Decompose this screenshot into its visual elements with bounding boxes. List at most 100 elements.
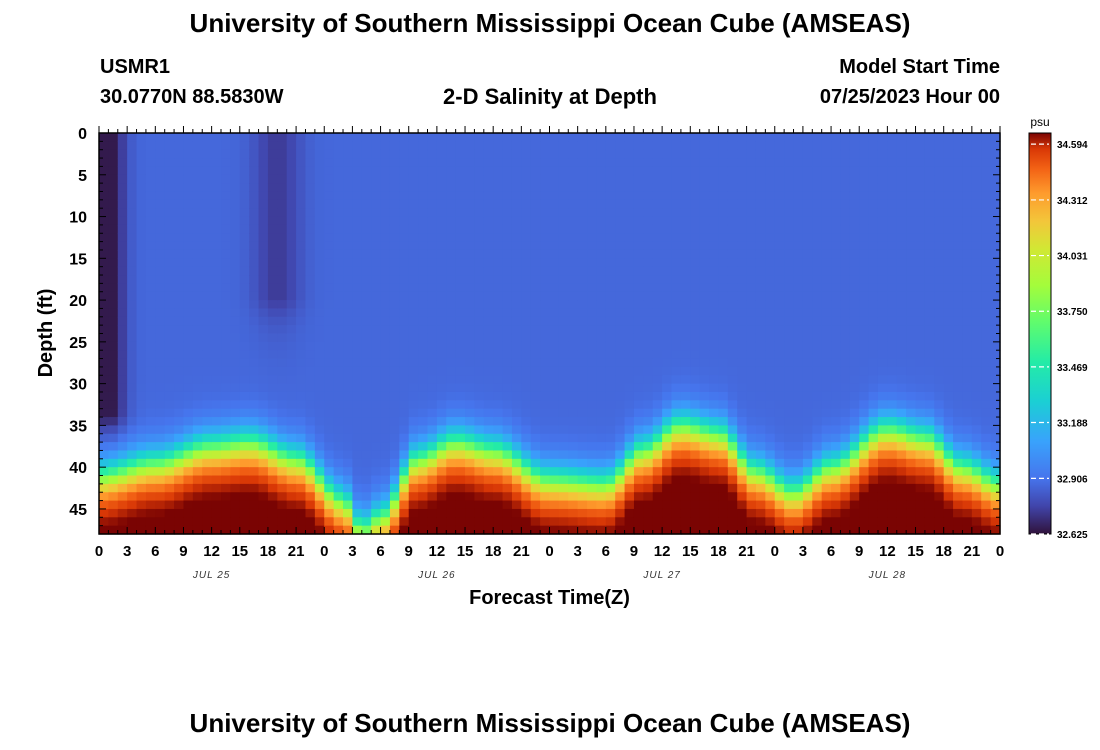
heatmap-cell bbox=[474, 275, 485, 284]
heatmap-cell bbox=[737, 316, 748, 326]
heatmap-cell bbox=[821, 475, 832, 485]
heatmap-cell bbox=[99, 316, 109, 326]
heatmap-cell bbox=[286, 500, 297, 510]
heatmap-cell bbox=[718, 417, 729, 426]
heatmap-cell bbox=[962, 500, 973, 510]
heatmap-cell bbox=[277, 341, 288, 351]
heatmap-cell bbox=[624, 400, 635, 410]
heatmap-cell bbox=[615, 149, 626, 159]
heatmap-cell bbox=[239, 475, 250, 485]
heatmap-cell bbox=[680, 249, 691, 259]
heatmap-cell bbox=[774, 475, 785, 485]
heatmap-cell bbox=[380, 400, 391, 410]
heatmap-cell bbox=[784, 283, 795, 293]
heatmap-cell bbox=[127, 483, 138, 493]
heatmap-cell bbox=[267, 258, 278, 268]
heatmap-cell bbox=[577, 199, 588, 209]
heatmap-cell bbox=[840, 408, 851, 418]
heatmap-cell bbox=[540, 483, 551, 493]
heatmap-cell bbox=[784, 291, 795, 301]
heatmap-cell bbox=[577, 500, 588, 510]
heatmap-cell bbox=[99, 258, 109, 268]
heatmap-cell bbox=[399, 483, 410, 493]
heatmap-cell bbox=[558, 408, 569, 418]
heatmap-cell bbox=[615, 316, 626, 326]
heatmap-cell bbox=[361, 133, 372, 142]
heatmap-cell bbox=[709, 283, 720, 293]
heatmap-cell bbox=[934, 183, 945, 193]
heatmap-cell bbox=[849, 325, 860, 335]
heatmap-cell bbox=[136, 174, 147, 184]
heatmap-cell bbox=[389, 224, 400, 234]
heatmap-cell bbox=[915, 183, 926, 193]
heatmap-cell bbox=[371, 149, 382, 159]
heatmap-cell bbox=[314, 224, 325, 234]
heatmap-cell bbox=[896, 458, 907, 468]
heatmap-cell bbox=[765, 408, 776, 418]
heatmap-cell bbox=[530, 316, 541, 326]
heatmap-cell bbox=[267, 241, 278, 251]
heatmap-cell bbox=[915, 266, 926, 276]
heatmap-cell bbox=[652, 383, 663, 393]
heatmap-cell bbox=[286, 158, 297, 168]
heatmap-cell bbox=[605, 433, 616, 443]
heatmap-cell bbox=[765, 199, 776, 209]
heatmap-cell bbox=[924, 241, 935, 251]
heatmap-cell bbox=[155, 224, 166, 234]
heatmap-cell bbox=[812, 500, 823, 510]
heatmap-cell bbox=[774, 141, 785, 151]
heatmap-cell bbox=[530, 183, 541, 193]
heatmap-cell bbox=[633, 400, 644, 410]
heatmap-cell bbox=[333, 366, 344, 376]
heatmap-cell bbox=[380, 191, 391, 201]
heatmap-cell bbox=[99, 450, 109, 460]
heatmap-cell bbox=[831, 208, 842, 218]
heatmap-cell bbox=[887, 199, 898, 209]
heatmap-cell bbox=[849, 224, 860, 234]
heatmap-cell bbox=[849, 517, 860, 527]
heatmap-cell bbox=[915, 400, 926, 410]
heatmap-cell bbox=[202, 408, 213, 418]
heatmap-cell bbox=[652, 300, 663, 310]
heatmap-cell bbox=[906, 266, 917, 276]
heatmap-cell bbox=[896, 149, 907, 159]
heatmap-cell bbox=[859, 316, 870, 326]
heatmap-cell bbox=[915, 350, 926, 360]
heatmap-cell bbox=[324, 224, 335, 234]
heatmap-cell bbox=[793, 325, 804, 335]
heatmap-cell bbox=[521, 425, 532, 435]
heatmap-cell bbox=[192, 508, 203, 518]
heatmap-cell bbox=[615, 133, 626, 142]
heatmap-cell bbox=[155, 433, 166, 443]
heatmap-cell bbox=[324, 249, 335, 259]
heatmap-cell bbox=[164, 358, 175, 368]
heatmap-cell bbox=[812, 258, 823, 268]
heatmap-cell bbox=[953, 500, 964, 510]
heatmap-cell bbox=[962, 141, 973, 151]
heatmap-cell bbox=[192, 475, 203, 485]
heatmap-cell bbox=[971, 341, 982, 351]
heatmap-cell bbox=[352, 417, 363, 426]
heatmap-cell bbox=[427, 500, 438, 510]
heatmap-cell bbox=[802, 266, 813, 276]
heatmap-cell bbox=[934, 174, 945, 184]
heatmap-cell bbox=[633, 467, 644, 477]
heatmap-cell bbox=[971, 283, 982, 293]
heatmap-cell bbox=[474, 383, 485, 393]
heatmap-cell bbox=[577, 383, 588, 393]
heatmap-cell bbox=[465, 525, 476, 535]
heatmap-cell bbox=[624, 383, 635, 393]
heatmap-cell bbox=[399, 492, 410, 502]
heatmap-cell bbox=[108, 442, 119, 452]
heatmap-cell bbox=[709, 258, 720, 268]
heatmap-cell bbox=[333, 433, 344, 443]
heatmap-cell bbox=[211, 249, 222, 259]
heatmap-cell bbox=[540, 316, 551, 326]
heatmap-cell bbox=[633, 433, 644, 443]
heatmap-cell bbox=[746, 500, 757, 510]
heatmap-cell bbox=[540, 208, 551, 218]
heatmap-cell bbox=[296, 158, 307, 168]
heatmap-cell bbox=[399, 525, 410, 535]
heatmap-cell bbox=[755, 208, 766, 218]
heatmap-cell bbox=[277, 291, 288, 301]
